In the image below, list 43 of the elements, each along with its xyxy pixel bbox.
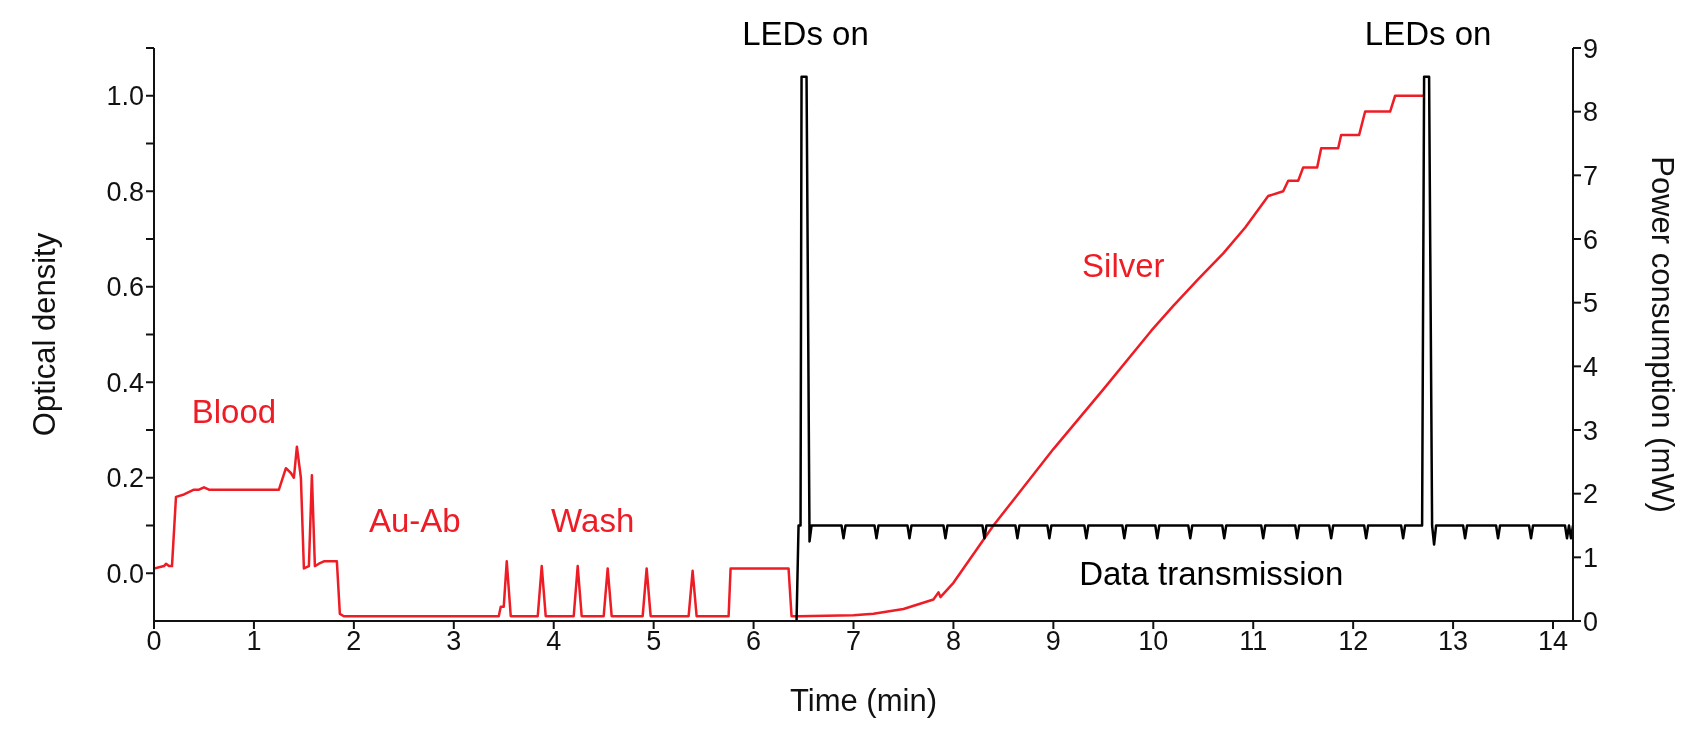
x-tick-label: 1 bbox=[246, 626, 262, 657]
annotation: Silver bbox=[1082, 246, 1165, 284]
line-series bbox=[795, 75, 1573, 621]
x-tick-label: 7 bbox=[845, 626, 862, 657]
x-tick-label: 12 bbox=[1338, 626, 1369, 657]
y-tick-label: 0.4 bbox=[106, 367, 144, 398]
y2-tick-label: 2 bbox=[1583, 479, 1599, 510]
x-tick-label: 9 bbox=[1045, 626, 1061, 657]
x-tick-label: 11 bbox=[1239, 626, 1268, 657]
y2-tick-label: 0 bbox=[1583, 606, 1599, 637]
x-tick-label: 0 bbox=[146, 626, 162, 657]
y-tick-label: 0.2 bbox=[106, 463, 144, 494]
annotation: LEDs on bbox=[742, 15, 869, 53]
x-tick-label: 8 bbox=[945, 626, 961, 657]
y2-tick-label: 8 bbox=[1583, 97, 1599, 128]
x-tick-label: 3 bbox=[446, 626, 462, 657]
annotation: Au-Ab bbox=[368, 502, 461, 540]
x-tick-label: 13 bbox=[1438, 626, 1469, 657]
annotation: Wash bbox=[551, 502, 635, 540]
y2-axis-title: Power consumption (mW) bbox=[1644, 156, 1680, 513]
y-tick-label: 0.6 bbox=[106, 272, 144, 303]
y2-tick-label: 1 bbox=[1583, 542, 1599, 573]
x-tick-label: 5 bbox=[646, 626, 662, 657]
x-tick-label: 6 bbox=[746, 626, 762, 657]
y2-tick-label: 5 bbox=[1583, 288, 1599, 319]
line-series bbox=[154, 94, 1425, 618]
y2-tick-label: 9 bbox=[1583, 33, 1599, 64]
x-axis-title: Time (min) bbox=[790, 683, 937, 718]
y2-tick-label: 6 bbox=[1583, 224, 1599, 255]
x-tick-label: 4 bbox=[546, 626, 562, 657]
annotation: LEDs on bbox=[1364, 15, 1492, 53]
y2-tick-label: 4 bbox=[1583, 351, 1599, 382]
y-tick-label: 0.0 bbox=[106, 558, 144, 589]
y-axis-title: Optical density bbox=[27, 232, 63, 437]
y2-tick-label: 7 bbox=[1583, 160, 1599, 191]
x-tick-label: 2 bbox=[346, 626, 362, 657]
y-tick-label: 0.8 bbox=[106, 176, 144, 207]
y-tick-label: 1.0 bbox=[106, 81, 144, 112]
annotation: Data transmission bbox=[1079, 554, 1344, 592]
x-tick-label: 14 bbox=[1537, 626, 1569, 657]
x-tick-label: 10 bbox=[1138, 626, 1169, 657]
annotation: Blood bbox=[191, 392, 277, 430]
y2-tick-label: 3 bbox=[1583, 415, 1599, 446]
